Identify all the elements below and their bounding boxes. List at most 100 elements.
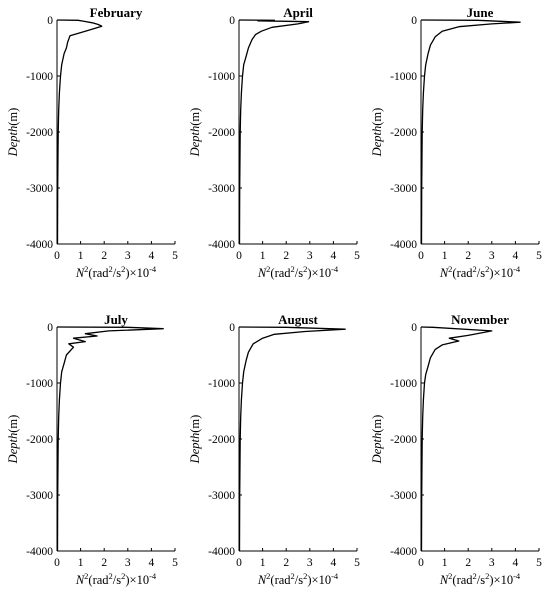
y-axis-label-text: Depth: [188, 433, 202, 465]
x-tick-label: 2: [283, 250, 289, 262]
x-tick-label: 0: [236, 557, 242, 569]
x-tick-label: 5: [172, 250, 178, 262]
x-tick-label: 3: [307, 557, 313, 569]
y-axis-label-text: Depth: [6, 126, 20, 158]
x-axis-label-superscript: -4: [331, 264, 339, 274]
x-tick-label: 3: [125, 557, 131, 569]
y-axis-label-text: Depth: [370, 433, 384, 465]
y-tick-label: -1000: [208, 71, 235, 83]
x-tick-label: 3: [489, 557, 495, 569]
chart-title: June: [467, 5, 494, 20]
x-tick-label: 5: [536, 557, 542, 569]
x-tick-label: 1: [260, 250, 266, 262]
x-tick-label: 0: [54, 250, 60, 262]
x-axis-label-text: N: [75, 573, 85, 587]
y-tick-label: -2000: [208, 127, 235, 139]
x-axis-label-superscript: 2: [473, 264, 477, 274]
x-tick-label: 4: [331, 557, 337, 569]
x-axis-label-superscript: 2: [266, 571, 270, 581]
y-tick-label: -4000: [208, 546, 235, 558]
x-axis-label-superscript: 2: [84, 264, 88, 274]
y-axis-label-text: (m): [188, 415, 202, 433]
n2-profile-line: [420, 19, 521, 245]
x-axis-label-text: N: [75, 266, 85, 280]
x-axis-label-text: /s: [113, 573, 121, 587]
y-tick-label: -1000: [390, 378, 417, 390]
x-axis-label-superscript: 2: [109, 264, 113, 274]
x-tick-label: 4: [149, 557, 155, 569]
x-tick-label: 5: [354, 250, 360, 262]
y-axis-label: Depth(m): [188, 415, 202, 465]
x-axis-label: N2(rad2/s2)×10-4: [257, 571, 339, 587]
x-tick-label: 3: [489, 250, 495, 262]
x-axis-label-text: )×10: [125, 266, 149, 280]
chart-title: April: [283, 5, 313, 20]
x-axis-label-superscript: 2: [485, 571, 489, 581]
x-axis-label-text: /s: [477, 573, 485, 587]
y-tick-label: -2000: [390, 434, 417, 446]
x-axis-label-text: /s: [477, 266, 485, 280]
y-tick-label: -1000: [390, 71, 417, 83]
y-axis-label: Depth(m): [6, 108, 20, 158]
x-tick-label: 5: [172, 557, 178, 569]
y-tick-label: 0: [229, 15, 235, 27]
chart-title: February: [90, 5, 143, 20]
x-tick-label: 1: [442, 250, 448, 262]
y-tick-label: -2000: [208, 434, 235, 446]
x-axis-label-text: (rad: [452, 266, 473, 280]
x-axis-label-text: (rad: [270, 573, 291, 587]
y-tick-label: -4000: [390, 546, 417, 558]
x-axis-label-superscript: -4: [331, 571, 339, 581]
x-axis-label-text: /s: [113, 266, 121, 280]
y-tick-label: 0: [229, 322, 235, 334]
x-axis-label-superscript: -4: [513, 264, 521, 274]
y-tick-label: -1000: [26, 378, 53, 390]
x-tick-label: 2: [101, 250, 107, 262]
x-tick-label: 0: [418, 557, 424, 569]
y-tick-label: 0: [47, 15, 53, 27]
x-axis-label-text: (rad: [270, 266, 291, 280]
x-tick-label: 1: [260, 557, 266, 569]
x-tick-label: 2: [465, 250, 471, 262]
x-axis-label: N2(rad2/s2)×10-4: [75, 264, 157, 280]
x-axis-label-superscript: 2: [84, 571, 88, 581]
x-axis-label-text: /s: [295, 266, 303, 280]
x-axis-label-superscript: 2: [473, 571, 477, 581]
y-tick-label: -2000: [26, 127, 53, 139]
n2-profile-line: [420, 326, 493, 552]
chart-title: August: [278, 312, 318, 327]
x-axis-label-text: (rad: [88, 573, 109, 587]
x-axis-label-superscript: 2: [121, 264, 125, 274]
x-axis-label: N2(rad2/s2)×10-4: [75, 571, 157, 587]
x-axis-label-text: /s: [295, 573, 303, 587]
x-axis-label-superscript: 2: [303, 264, 307, 274]
x-tick-label: 0: [418, 250, 424, 262]
y-axis-label-text: (m): [6, 108, 20, 126]
y-tick-label: -3000: [390, 183, 417, 195]
y-tick-label: -4000: [208, 239, 235, 251]
x-tick-label: 2: [101, 557, 107, 569]
y-axis-label: Depth(m): [370, 108, 384, 158]
x-axis-label-text: N: [439, 573, 449, 587]
y-axis-label-text: (m): [370, 108, 384, 126]
x-tick-label: 1: [78, 557, 84, 569]
x-tick-label: 5: [536, 250, 542, 262]
y-tick-label: 0: [411, 322, 417, 334]
y-tick-label: -1000: [26, 71, 53, 83]
n2-profile-line: [56, 326, 164, 552]
y-tick-label: -4000: [390, 239, 417, 251]
chart-title: July: [104, 312, 128, 327]
n2-profile-line: [238, 19, 310, 245]
x-axis-label-text: )×10: [489, 266, 513, 280]
chart-title: November: [451, 312, 509, 327]
n2-profile-line: [56, 19, 103, 245]
y-tick-label: -2000: [26, 434, 53, 446]
y-axis-label-text: Depth: [188, 126, 202, 158]
x-axis-label: N2(rad2/s2)×10-4: [257, 264, 339, 280]
y-axis-label: Depth(m): [6, 415, 20, 465]
x-axis-label-superscript: 2: [291, 264, 295, 274]
y-axis-label: Depth(m): [370, 415, 384, 465]
